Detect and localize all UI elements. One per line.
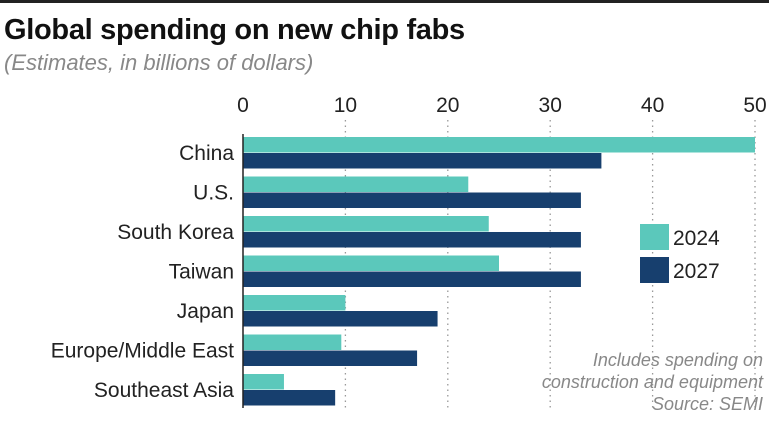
bar-2024 (243, 137, 755, 153)
category-label: Southeast Asia (94, 379, 234, 402)
category-label: Europe/Middle East (51, 340, 234, 363)
x-tick-label: 30 (539, 94, 562, 117)
source-note: Source: SEMI (651, 394, 763, 414)
legend-label: 2027 (673, 260, 720, 283)
bar-2027 (243, 311, 438, 327)
bar-2024 (243, 374, 284, 390)
category-label: South Korea (117, 221, 234, 244)
category-label: Taiwan (169, 261, 234, 284)
category-label: U.S. (193, 182, 234, 205)
category-label: Japan (177, 300, 234, 323)
x-tick-label: 0 (237, 94, 249, 117)
legend-label: 2024 (673, 227, 720, 250)
x-tick-label: 10 (334, 94, 357, 117)
bar-2024 (243, 216, 489, 232)
category-label: China (179, 142, 234, 165)
x-tick-label: 20 (436, 94, 459, 117)
bar-2027 (243, 232, 581, 248)
chart-subtitle: (Estimates, in billions of dollars) (4, 50, 314, 75)
note-line-2: construction and equipment (541, 372, 763, 392)
legend-swatch (640, 224, 669, 250)
bar-2027 (243, 153, 602, 169)
bar-2027 (243, 390, 336, 406)
chart-title: Global spending on new chip fabs (4, 14, 465, 46)
top-rule (0, 0, 769, 3)
note-line-1: Includes spending on (592, 350, 763, 370)
bar-2027 (243, 350, 418, 366)
x-tick-label: 50 (743, 94, 766, 117)
bar-2027 (243, 192, 581, 208)
bar-2024 (243, 334, 342, 350)
x-tick-label: 40 (641, 94, 664, 117)
bar-2024 (243, 295, 346, 311)
bar-2024 (243, 255, 499, 271)
bar-2027 (243, 271, 581, 287)
bar-2024 (243, 176, 469, 192)
legend-swatch (640, 257, 669, 283)
